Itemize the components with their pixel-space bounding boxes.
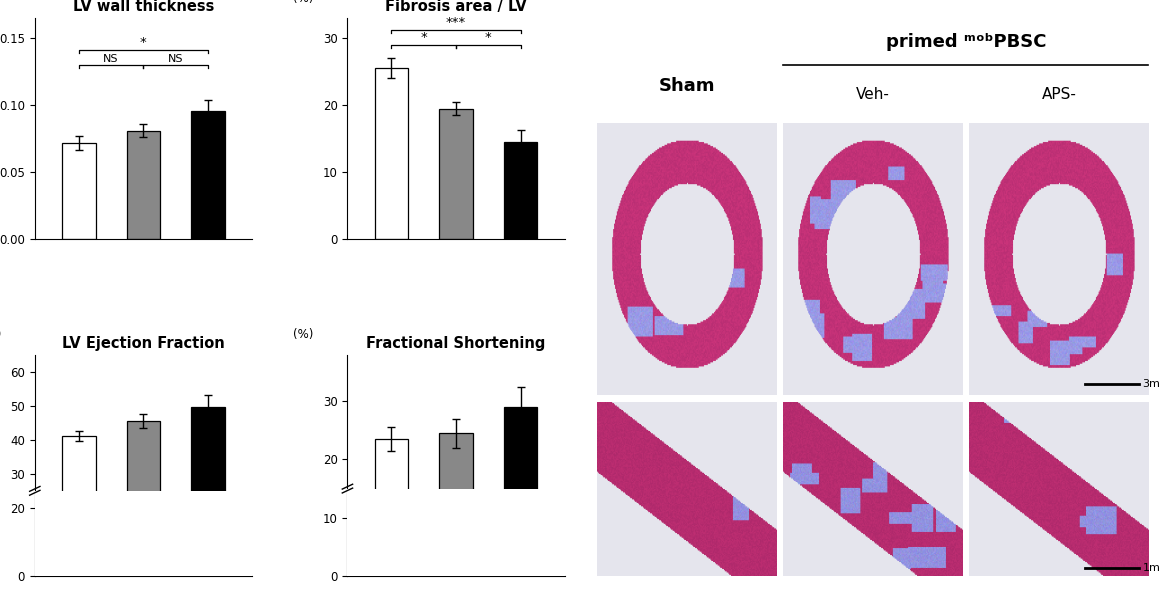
Bar: [440, 109, 473, 239]
Text: 3mm: 3mm: [1143, 379, 1160, 389]
Bar: [191, 110, 225, 239]
Title: Fibrosis area / LV: Fibrosis area / LV: [385, 0, 527, 14]
Bar: [503, 142, 537, 239]
Bar: [126, 131, 160, 239]
Title: Fractional Shortening: Fractional Shortening: [367, 335, 545, 350]
Text: primed ᵐᵒᵇPBSC: primed ᵐᵒᵇPBSC: [885, 34, 1046, 52]
Bar: [503, 407, 537, 576]
Text: *: *: [485, 31, 492, 44]
Text: 1mm: 1mm: [1143, 563, 1160, 573]
Bar: [35, 491, 252, 576]
Text: Sham: Sham: [658, 77, 715, 95]
Bar: [61, 143, 95, 239]
Bar: [375, 68, 408, 239]
Bar: [126, 421, 160, 576]
Bar: [348, 488, 565, 576]
Text: (%): (%): [293, 0, 313, 5]
Text: (%): (%): [293, 328, 313, 341]
Bar: [440, 433, 473, 576]
Title: LV wall thickness: LV wall thickness: [73, 0, 215, 14]
Text: NS: NS: [103, 54, 118, 64]
Text: Veh-: Veh-: [856, 87, 890, 102]
Text: ***: ***: [445, 16, 466, 29]
Title: LV Ejection Fraction: LV Ejection Fraction: [61, 335, 225, 350]
Bar: [61, 436, 95, 576]
Text: APS-: APS-: [1042, 87, 1076, 102]
Text: NS: NS: [168, 54, 183, 64]
Text: *: *: [140, 37, 146, 49]
Text: *: *: [420, 31, 427, 44]
Bar: [191, 407, 225, 576]
Bar: [375, 439, 408, 576]
